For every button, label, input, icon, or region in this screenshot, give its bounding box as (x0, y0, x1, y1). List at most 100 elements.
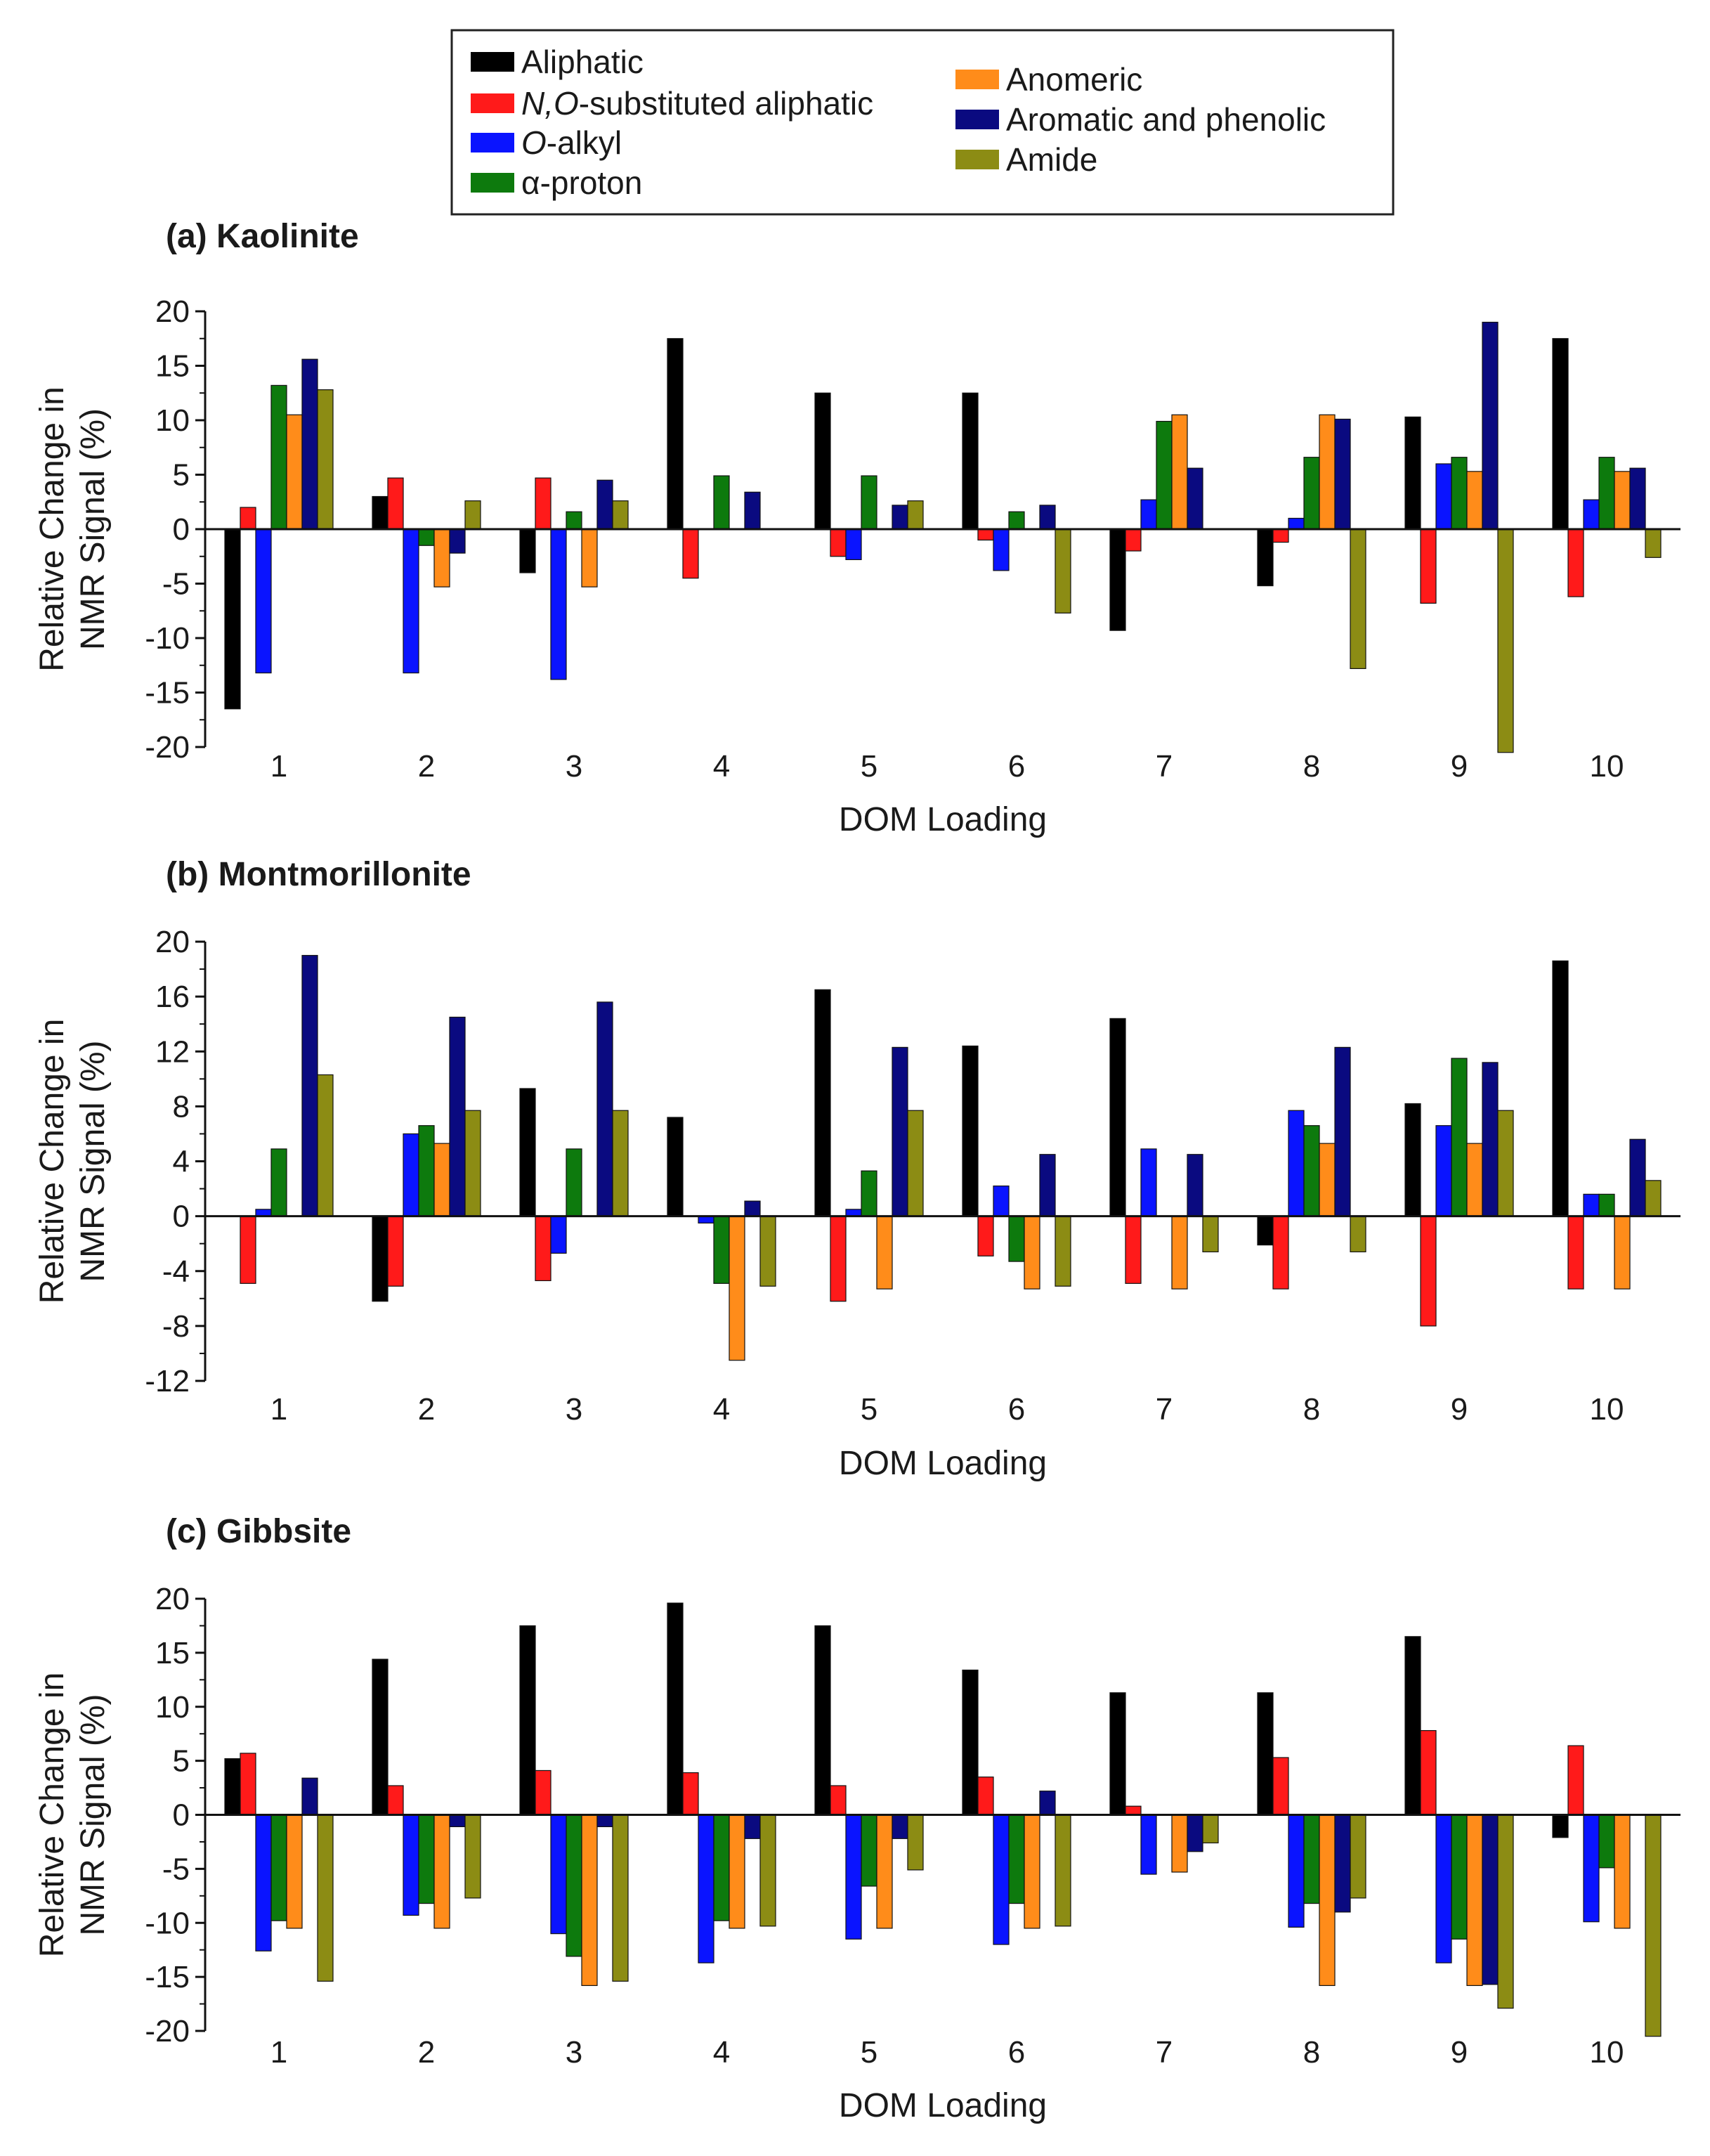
y-tick-label: -15 (145, 1960, 190, 1994)
x-tick-label: 7 (1156, 1392, 1173, 1427)
legend-swatch-amide (955, 150, 999, 169)
bar-α-proton-10 (1598, 1193, 1615, 1217)
bar-aromatic-and-phenolic-1 (301, 1777, 318, 1816)
y-tick-label: 16 (155, 980, 190, 1014)
y-tick-label: 15 (155, 349, 190, 384)
bar-n-o-substituted-aliphatic-9 (1420, 1216, 1437, 1327)
legend-swatch-o-alkyl (471, 133, 514, 152)
bar-anomeric-1 (286, 414, 303, 530)
bar-amide-4 (759, 1814, 776, 1927)
bar-α-proton-4 (713, 1216, 730, 1284)
bar-o-alkyl-10 (1583, 499, 1600, 530)
bar-amide-10 (1645, 1814, 1662, 2037)
bar-aromatic-and-phenolic-4 (744, 1200, 761, 1217)
bar-n-o-substituted-aliphatic-9 (1420, 1729, 1437, 1816)
bar-aromatic-and-phenolic-6 (1039, 1154, 1056, 1217)
bar-aliphatic-6 (962, 1045, 979, 1217)
bar-n-o-substituted-aliphatic-8 (1272, 1757, 1289, 1816)
legend-swatch-aromatic-and-phenolic (955, 110, 999, 129)
legend-label-aromatic-and-phenolic: Aromatic and phenolic (1006, 101, 1326, 138)
bar-o-alkyl-5 (845, 528, 862, 561)
bar-aromatic-and-phenolic-8 (1334, 418, 1351, 530)
bar-o-alkyl-6 (993, 528, 1010, 571)
bar-aliphatic-6 (962, 392, 979, 530)
y-tick-label: 0 (173, 1200, 190, 1234)
x-tick-label: 8 (1303, 2035, 1320, 2070)
bar-anomeric-2 (433, 1143, 450, 1217)
bar-α-proton-4 (713, 1814, 730, 1921)
bar-o-alkyl-2 (403, 1133, 419, 1217)
bar-anomeric-2 (433, 1814, 450, 1929)
y-tick-label: -20 (145, 2014, 190, 2048)
x-tick-label: 6 (1008, 749, 1025, 784)
bar-aliphatic-7 (1109, 1692, 1126, 1816)
bar-n-o-substituted-aliphatic-6 (977, 1216, 994, 1256)
bar-α-proton-8 (1303, 1814, 1320, 1904)
bar-anomeric-7 (1171, 414, 1188, 530)
bar-aromatic-and-phenolic-1 (301, 954, 318, 1217)
x-tick-label: 2 (418, 2035, 435, 2070)
y-tick-label: 12 (155, 1034, 190, 1069)
bar-n-o-substituted-aliphatic-5 (830, 1216, 847, 1302)
x-tick-label: 2 (418, 749, 435, 784)
bar-α-proton-4 (713, 475, 730, 530)
bar-n-o-substituted-aliphatic-10 (1567, 1216, 1584, 1290)
x-tick-label: 3 (566, 2035, 582, 2070)
bar-amide-1 (317, 1814, 334, 1982)
bar-aromatic-and-phenolic-6 (1039, 1791, 1056, 1816)
bar-aromatic-and-phenolic-7 (1187, 1154, 1203, 1217)
bar-aromatic-and-phenolic-10 (1629, 467, 1646, 530)
y-axis-label: Relative Change in NMR Signal (%) (34, 387, 112, 672)
bar-o-alkyl-8 (1288, 517, 1305, 530)
bar-aromatic-and-phenolic-3 (596, 1001, 613, 1217)
bar-amide-2 (464, 1814, 481, 1899)
bar-aromatic-and-phenolic-1 (301, 358, 318, 530)
x-tick-label: 6 (1008, 1392, 1025, 1427)
legend-swatch-α-proton (471, 173, 514, 193)
bar-o-alkyl-1 (255, 1814, 272, 1952)
bar-n-o-substituted-aliphatic-1 (240, 1216, 256, 1284)
legend-swatch-n-o-substituted-aliphatic (471, 93, 514, 113)
y-tick-label: -20 (145, 730, 190, 765)
y-tick-label: 15 (155, 1636, 190, 1670)
bar-aliphatic-5 (814, 392, 831, 530)
y-tick-label: -5 (162, 1852, 190, 1886)
bar-aromatic-and-phenolic-5 (892, 1046, 908, 1217)
y-tick-label: 5 (173, 1744, 190, 1779)
y-tick-label: -8 (162, 1309, 190, 1344)
bar-anomeric-5 (876, 1216, 893, 1290)
y-tick-label: 0 (173, 1798, 190, 1833)
bar-aromatic-and-phenolic-8 (1334, 1046, 1351, 1217)
bar-α-proton-1 (270, 1148, 287, 1217)
bar-o-alkyl-3 (550, 1814, 567, 1935)
bar-amide-8 (1350, 528, 1366, 669)
bar-anomeric-6 (1024, 1216, 1040, 1290)
x-tick-label: 1 (270, 2035, 287, 2070)
x-axis-label: DOM Loading (839, 2087, 1047, 2124)
bar-n-o-substituted-aliphatic-10 (1567, 528, 1584, 597)
bar-n-o-substituted-aliphatic-7 (1125, 528, 1142, 552)
bar-o-alkyl-1 (255, 528, 272, 674)
bar-amide-3 (612, 1814, 629, 1982)
bar-α-proton-6 (1008, 1814, 1025, 1904)
bar-o-alkyl-6 (993, 1814, 1010, 1945)
bar-aliphatic-1 (224, 528, 241, 710)
bar-o-alkyl-2 (403, 528, 419, 674)
bar-α-proton-2 (418, 528, 435, 546)
bar-aliphatic-1 (224, 1758, 241, 1816)
bar-anomeric-5 (876, 1814, 893, 1929)
legend-swatch-anomeric (955, 70, 999, 89)
bar-o-alkyl-2 (403, 1814, 419, 1916)
bar-amide-5 (907, 500, 924, 530)
x-tick-label: 10 (1590, 2035, 1624, 2070)
bar-amide-9 (1497, 1814, 1514, 2009)
bar-α-proton-1 (270, 384, 287, 530)
bar-α-proton-3 (566, 511, 582, 530)
bar-anomeric-10 (1614, 1814, 1631, 1929)
bar-n-o-substituted-aliphatic-4 (682, 1772, 699, 1816)
bar-aliphatic-9 (1404, 1103, 1421, 1217)
bar-aliphatic-3 (519, 528, 536, 573)
x-tick-label: 2 (418, 1392, 435, 1427)
panel-title: (a) Kaolinite (166, 218, 359, 255)
